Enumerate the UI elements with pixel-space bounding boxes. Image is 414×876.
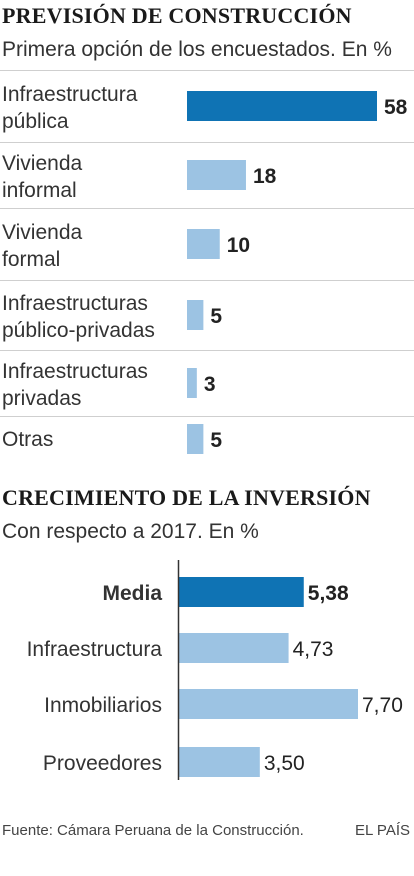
category-label-0-1: pública xyxy=(2,110,69,133)
value-label-2: 7,70 xyxy=(362,694,403,717)
category-label-3-0: Infraestructuras xyxy=(2,292,148,315)
chart2-subtitle: Con respecto a 2017. En % xyxy=(2,520,259,543)
bar-5 xyxy=(187,424,204,454)
bar-4 xyxy=(187,368,197,398)
brand-logo: EL PAÍS xyxy=(354,822,410,839)
value-label-1: 18 xyxy=(253,165,277,188)
value-label-3: 3,50 xyxy=(264,752,305,775)
investment-bar-chart: 5,38 Media 4,73 Infraestructura 7,70 Inmobili… xyxy=(27,560,403,780)
bar-0 xyxy=(187,91,377,121)
bar-1 xyxy=(187,160,246,190)
bar-3 xyxy=(187,300,204,330)
value-label-0: 5,38 xyxy=(308,582,349,605)
category-label-3: Proveedores xyxy=(43,752,162,775)
category-label-4-0: Infraestructuras xyxy=(2,360,148,383)
category-label-5-0: Otras xyxy=(2,428,53,451)
category-label-2: Inmobiliarios xyxy=(44,694,162,717)
bar-1 xyxy=(178,633,289,663)
value-label-2: 10 xyxy=(227,234,250,257)
value-label-0: 58 xyxy=(384,96,408,119)
category-label-2-1: formal xyxy=(2,248,60,271)
value-label-3: 5 xyxy=(210,305,222,328)
bar-0 xyxy=(178,577,304,607)
category-label-0: Media xyxy=(102,582,162,605)
chart2-title: CRECIMIENTO DE LA INVERSIÓN xyxy=(2,485,371,510)
category-label-4-1: privadas xyxy=(2,387,81,410)
chart1-subtitle: Primera opción de los encuestados. En % xyxy=(2,38,392,61)
source-note: Fuente: Cámara Peruana de la Construcció… xyxy=(2,822,304,839)
bar-2 xyxy=(187,229,220,259)
value-label-1: 4,73 xyxy=(293,638,334,661)
category-label-1-1: informal xyxy=(2,179,77,202)
category-label-1-0: Vivienda xyxy=(2,152,82,175)
value-label-4: 3 xyxy=(204,373,216,396)
category-label-1: Infraestructura xyxy=(27,638,163,661)
forecast-bar-chart: 58 Infraestructura pública 18 Vivienda inform… xyxy=(0,70,414,454)
category-label-2-0: Vivienda xyxy=(2,221,82,244)
category-label-0-0: Infraestructura xyxy=(2,83,138,106)
bar-2 xyxy=(178,689,358,719)
chart1-title: PREVISIÓN DE CONSTRUCCIÓN xyxy=(2,3,352,28)
category-label-3-1: público-privadas xyxy=(2,319,155,342)
bar-3 xyxy=(178,747,260,777)
value-label-5: 5 xyxy=(210,429,222,452)
